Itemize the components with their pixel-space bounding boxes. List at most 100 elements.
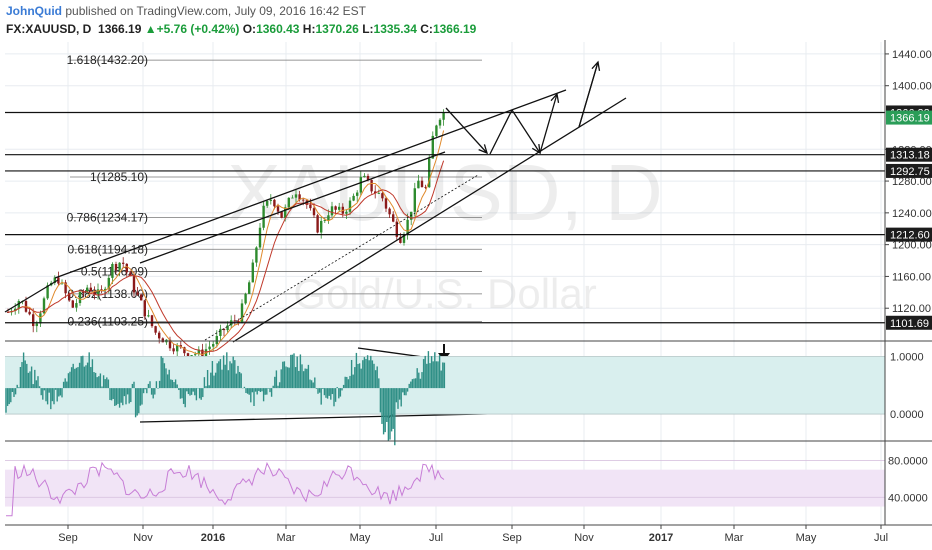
candle-body [384, 198, 388, 209]
time-tick-label: 2016 [201, 532, 225, 544]
time-tick-label: May [796, 532, 817, 544]
candle-body [53, 277, 56, 283]
candle-body [316, 215, 319, 233]
time-tick-label: Nov [574, 532, 594, 544]
close-value: 1366.19 [432, 22, 477, 36]
candle-body [338, 206, 341, 210]
price-tick-label: 1280.00 [892, 176, 932, 188]
candle-body [176, 345, 179, 352]
candle-body [197, 349, 200, 355]
fib-label: 0.236(1103.25) [67, 315, 148, 329]
candle-body [28, 311, 31, 315]
candle-body [366, 175, 370, 180]
candle-body [298, 194, 301, 200]
candle-body [291, 197, 294, 199]
dotted-trend-line [204, 174, 479, 341]
candle-body [381, 193, 384, 199]
candle-body [258, 227, 262, 248]
candle-body [226, 325, 229, 331]
candle-body [309, 204, 312, 209]
price-level-label: 1292.75 [890, 166, 930, 178]
candle-body [35, 323, 38, 327]
candle-body [312, 208, 316, 216]
price-level-label: 1101.69 [890, 318, 929, 330]
candle-body [269, 199, 272, 201]
candle-body [6, 312, 10, 313]
time-tick-label: Jul [874, 532, 888, 544]
time-tick-label: Mar [725, 532, 744, 544]
candle-body [438, 119, 442, 126]
indicator-pane-2 [5, 460, 885, 517]
time-tick-label: Sep [58, 532, 78, 544]
candle-body [172, 348, 175, 352]
time-tick-label: 2017 [649, 532, 673, 544]
candle-body [158, 332, 161, 339]
price-tick-label: 1120.00 [892, 303, 931, 315]
grid-lines [5, 42, 885, 525]
indicator1-tick-label: 1.0000 [890, 351, 924, 363]
candle-body [215, 335, 218, 345]
price-tick-label: 1160.00 [892, 271, 931, 283]
author-link[interactable]: JohnQuid [6, 4, 62, 18]
candle-body [424, 187, 427, 188]
candle-body [431, 135, 434, 159]
candle-body [64, 282, 67, 294]
indicator2-line [6, 461, 445, 517]
candle-body [68, 293, 71, 301]
channel-lower-line [232, 97, 627, 343]
candle-body [348, 200, 352, 212]
time-tick-label: Sep [502, 532, 522, 544]
candle-body [222, 328, 226, 331]
price-level-label: 1366.19 [890, 113, 930, 125]
candle-body [75, 303, 78, 308]
candle-body [14, 308, 17, 311]
high-label: H: [302, 22, 316, 36]
indicator1-tick-label: 0.0000 [890, 409, 924, 421]
projection-arrow-6 [578, 61, 599, 128]
time-tick-label: Nov [133, 532, 153, 544]
price-level-label: 1212.60 [890, 230, 930, 242]
candle-body [111, 263, 114, 278]
candle-body [154, 326, 157, 333]
price-level-badge [886, 315, 932, 330]
candle-body [140, 294, 143, 301]
candle-body [345, 211, 348, 214]
candle-body [244, 293, 247, 304]
projection-arrow-4-head [550, 92, 560, 103]
candle-body [388, 208, 391, 215]
price-tick-label: 1440.00 [892, 49, 932, 61]
price-level-badge [886, 227, 932, 242]
candle-body [57, 277, 60, 284]
candle-body [266, 200, 269, 206]
price-level-badge [886, 147, 932, 162]
candle-body [406, 219, 409, 235]
candle-body [32, 314, 35, 327]
candle-body [183, 347, 186, 354]
candle-body [323, 219, 326, 221]
candle-body [233, 320, 236, 322]
candle-body [208, 346, 211, 350]
price-level-label: 1313.18 [890, 150, 930, 162]
candle-body [255, 247, 258, 263]
candle-body [93, 291, 96, 295]
candle-body [320, 220, 323, 233]
candle-body [150, 315, 154, 327]
price-chart[interactable]: XAUUSD, D Gold/U.S. Dollar 1.618(1432.20)… [0, 40, 932, 550]
candle-body [114, 263, 118, 270]
candle-body [302, 199, 305, 201]
price-level-badge [886, 163, 932, 178]
candle-body [352, 195, 355, 201]
candle-body [125, 263, 128, 273]
candle-body [39, 313, 42, 324]
up-arrow-icon: ▲ [144, 22, 157, 36]
candle-body [161, 338, 164, 343]
projection-arrow-1-head [478, 144, 489, 155]
candle-body [428, 158, 431, 188]
candle-body [86, 287, 89, 293]
close-label: C: [420, 22, 433, 36]
indicator2-band [5, 469, 885, 507]
trend-drawings [4, 60, 885, 423]
candle-body [392, 214, 395, 222]
candle-body [248, 282, 251, 294]
candle-body [262, 205, 265, 228]
